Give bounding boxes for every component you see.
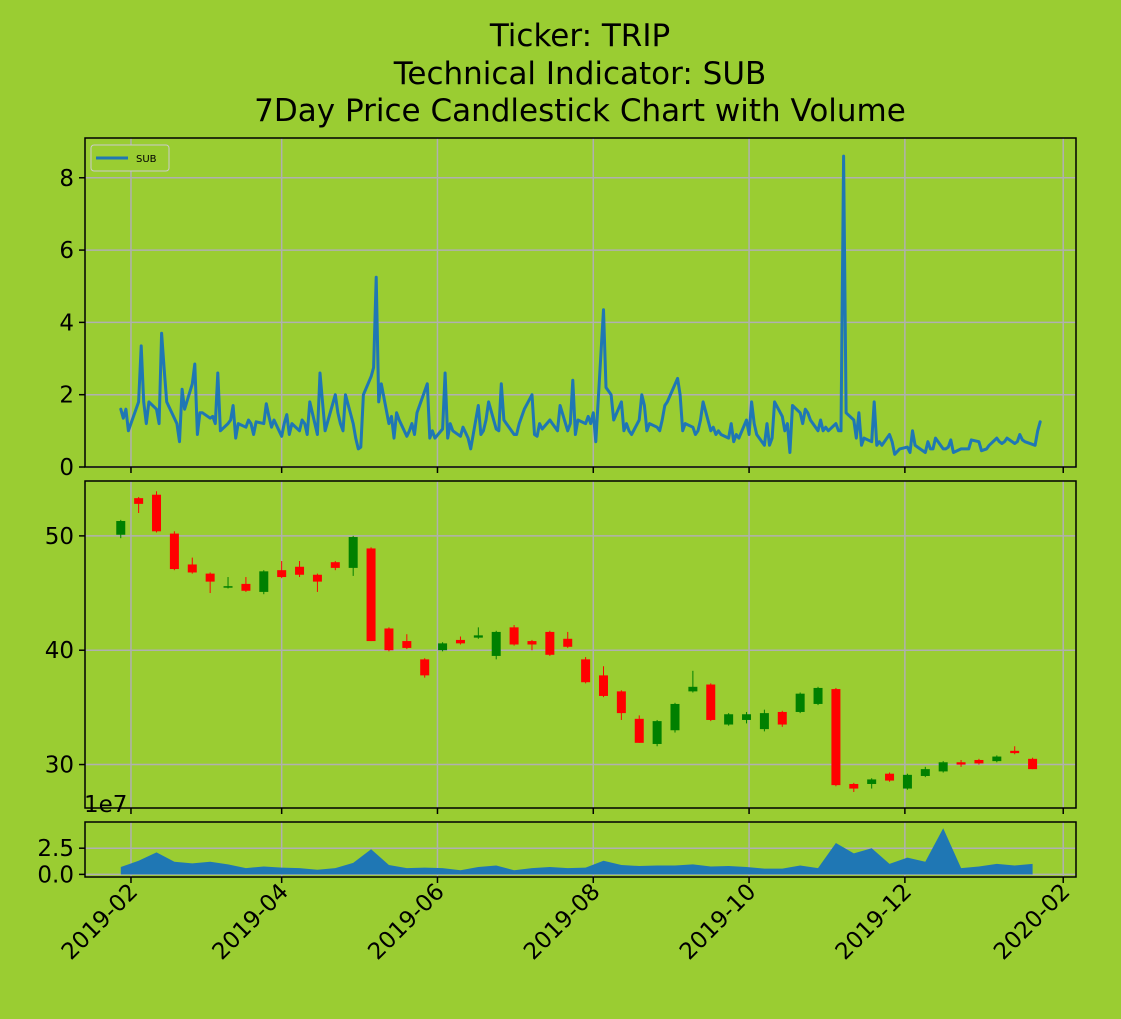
candle-body bbox=[474, 635, 483, 637]
indicator-legend: SUB bbox=[91, 145, 169, 171]
candle-body bbox=[331, 562, 340, 568]
chart-title-line-1: Ticker: TRIP bbox=[489, 18, 670, 54]
candle-body bbox=[957, 762, 966, 764]
candle-body bbox=[671, 704, 680, 730]
candle-body bbox=[939, 762, 948, 771]
candle-body bbox=[259, 571, 268, 592]
candle-body bbox=[921, 769, 930, 776]
candle-body bbox=[313, 575, 322, 582]
price-y-tick-label: 30 bbox=[45, 753, 74, 779]
candle-body bbox=[814, 688, 823, 704]
candle-body bbox=[384, 628, 393, 650]
chart-title-line-3: 7Day Price Candlestick Chart with Volume bbox=[254, 93, 906, 129]
ind-y-tick-label: 8 bbox=[59, 166, 74, 192]
candle-body bbox=[903, 775, 912, 789]
candle-body bbox=[545, 632, 554, 655]
candle-body bbox=[724, 714, 733, 724]
ind-y-tick-label: 2 bbox=[59, 383, 74, 409]
candle-body bbox=[617, 691, 626, 713]
candle-body bbox=[170, 534, 179, 569]
candle-body bbox=[974, 760, 983, 763]
vol-y-tick-label: 0.0 bbox=[37, 862, 74, 888]
candle-body bbox=[134, 498, 143, 504]
candle-body bbox=[867, 779, 876, 784]
candle-body bbox=[116, 521, 125, 535]
ind-y-tick-label: 0 bbox=[59, 455, 74, 481]
candle-body bbox=[831, 689, 840, 785]
candle-body bbox=[796, 694, 805, 712]
candle-body bbox=[1028, 759, 1037, 769]
candle-body bbox=[420, 659, 429, 675]
ind-y-tick-label: 6 bbox=[59, 238, 74, 264]
candle-body bbox=[706, 685, 715, 720]
candle-body bbox=[295, 567, 304, 575]
legend-label: SUB bbox=[136, 154, 157, 165]
candle-body bbox=[778, 712, 787, 725]
volume-scale-label: 1e7 bbox=[84, 792, 127, 818]
candle-body bbox=[849, 784, 858, 789]
candle-body bbox=[241, 584, 250, 591]
candle-body bbox=[885, 774, 894, 781]
price-y-tick-label: 40 bbox=[45, 638, 74, 664]
candle-body bbox=[456, 640, 465, 643]
candle-body bbox=[349, 537, 358, 568]
price-y-tick-label: 50 bbox=[45, 524, 74, 550]
candle-body bbox=[152, 495, 161, 532]
chart-title-line-2: Technical Indicator: SUB bbox=[393, 56, 767, 92]
candle-body bbox=[635, 719, 644, 743]
candle-body bbox=[492, 632, 501, 656]
candle-body bbox=[688, 687, 697, 692]
candle-body bbox=[206, 574, 215, 582]
ind-y-tick-label: 4 bbox=[59, 310, 74, 336]
candle-body bbox=[599, 675, 608, 696]
candle-body bbox=[1010, 751, 1019, 753]
candle-body bbox=[742, 714, 751, 720]
candle-body bbox=[188, 564, 197, 572]
vol-y-tick-label: 2.5 bbox=[37, 836, 74, 862]
candle-body bbox=[527, 641, 536, 644]
candle-body bbox=[224, 586, 233, 588]
candle-body bbox=[563, 639, 572, 647]
candle-body bbox=[402, 641, 411, 648]
candle-body bbox=[510, 627, 519, 644]
candle-body bbox=[581, 659, 590, 682]
candle-body bbox=[438, 643, 447, 650]
candle-body bbox=[653, 721, 662, 744]
candle-body bbox=[760, 713, 769, 729]
candle-body bbox=[277, 570, 286, 577]
price-panel-background bbox=[85, 481, 1076, 808]
candle-body bbox=[992, 757, 1001, 762]
candle-body bbox=[367, 548, 376, 641]
